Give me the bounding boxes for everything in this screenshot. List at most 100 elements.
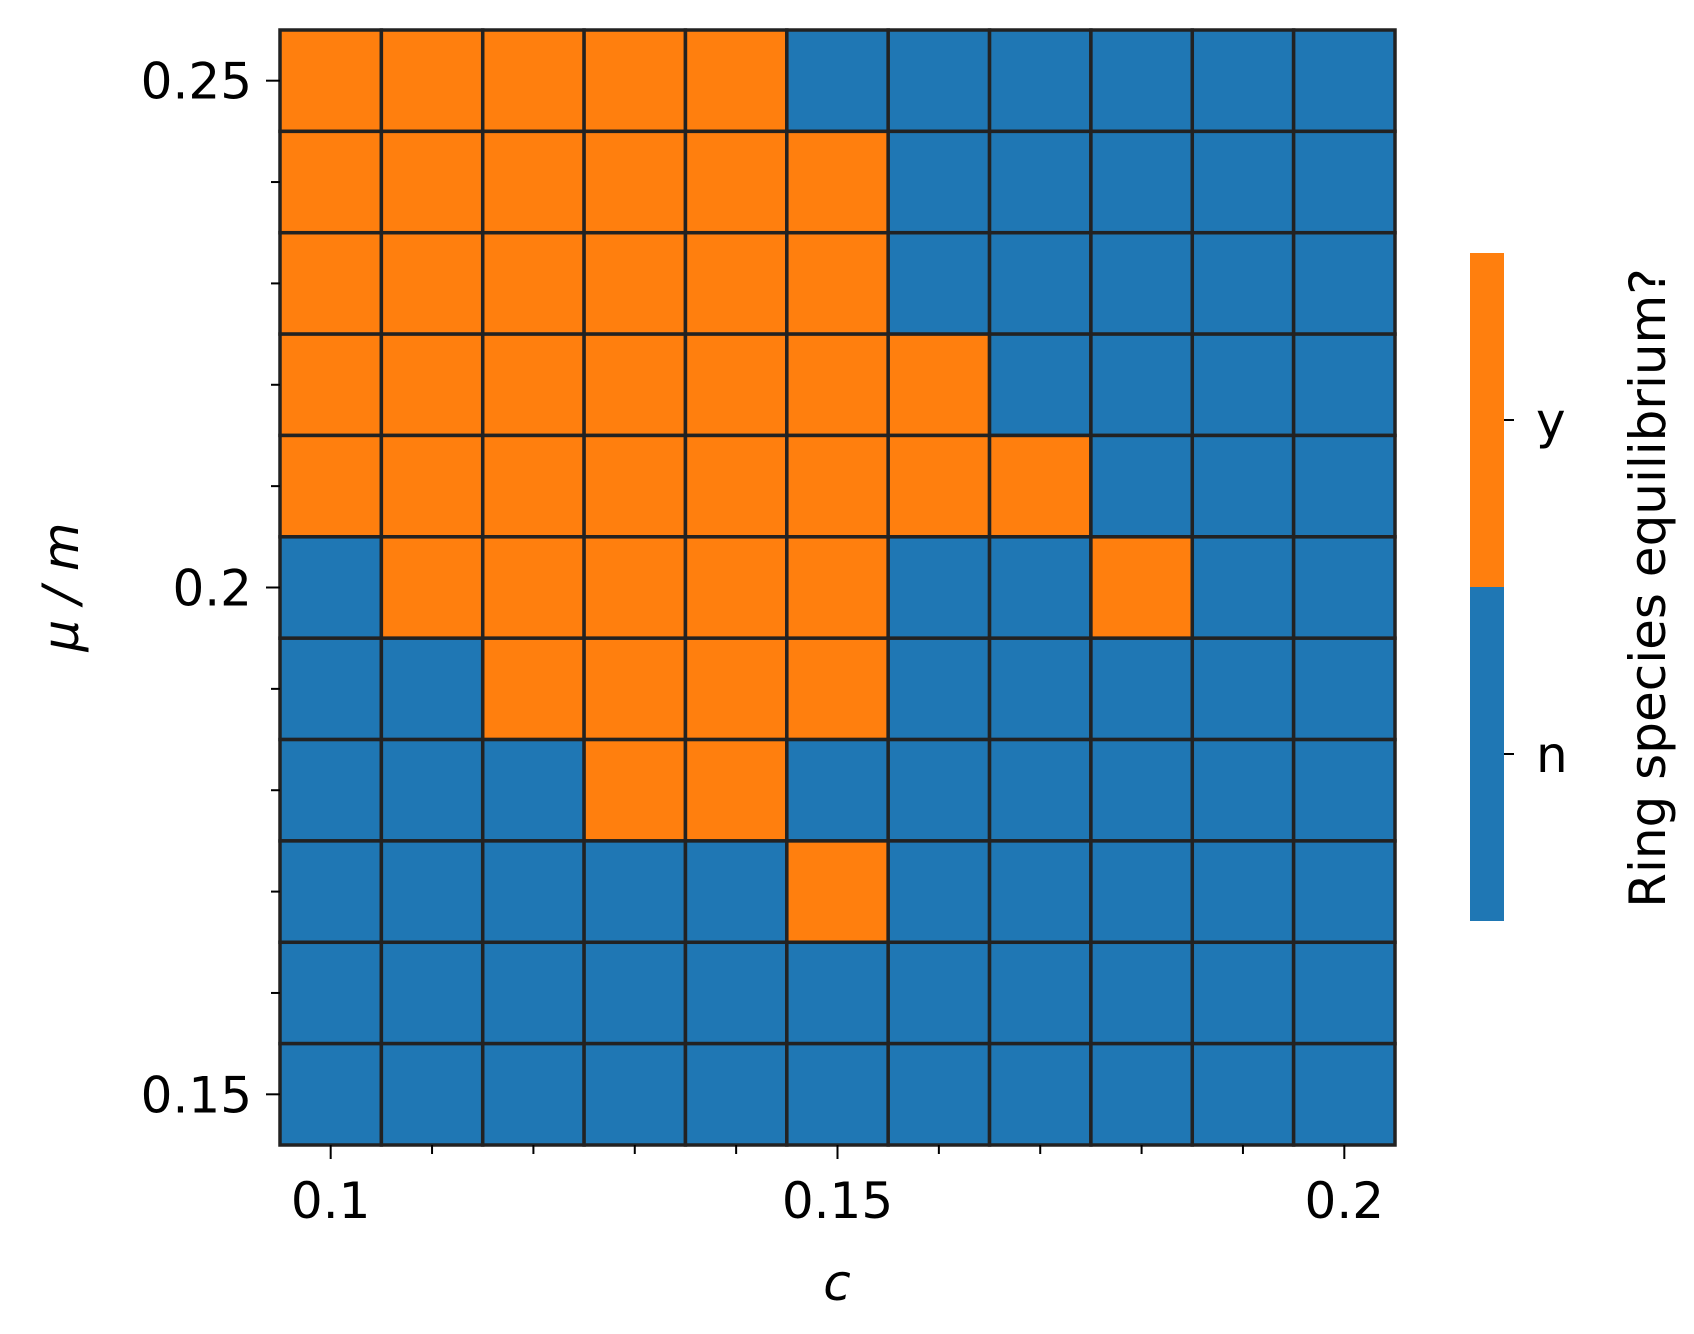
heatmap-cell [278,230,384,336]
y-tick-label: 0.2 [172,560,252,618]
heatmap-cell [987,839,1093,945]
heatmap-cell [278,737,384,843]
heatmap-cell [683,940,789,1046]
heatmap-cell [1190,230,1296,336]
heatmap-cell [785,839,890,945]
y-axis-label: μ / m [32,522,90,652]
heatmap-cell [278,28,384,134]
heatmap-cell [683,737,789,843]
heatmap-cell [1291,737,1397,843]
heatmap-cell [582,332,688,438]
heatmap-cell [683,28,789,134]
heatmap-cell [1089,129,1195,235]
heatmap-cell [886,940,992,1046]
heatmap-cell [379,636,485,742]
colorbar-segment-y [1470,253,1504,587]
heatmap-cell [480,1041,586,1147]
heatmap-cell [278,433,384,539]
heatmap-cell [987,332,1093,438]
heatmap-cell [1190,332,1296,438]
heatmap-cell [278,636,384,742]
heatmap-cell [785,230,890,336]
heatmap-cell [1190,636,1296,742]
heatmap-cell [1089,940,1195,1046]
heatmap-cell [480,129,586,235]
heatmap-cell [1190,940,1296,1046]
heatmap-cell [379,839,485,945]
heatmap-cell [480,940,586,1046]
heatmap-cell [278,129,384,235]
heatmap-cell [480,230,586,336]
heatmap-cell [1190,737,1296,843]
y-tick-label: 0.25 [141,53,252,111]
heatmap-cell [683,332,789,438]
heatmap-cell [785,129,890,235]
colorbar-tick-label: n [1536,726,1568,784]
y-tick-label: 0.15 [141,1066,252,1124]
x-tick-label: 0.2 [1305,1172,1385,1230]
heatmap-cell [886,28,992,134]
heatmap-cell [582,636,688,742]
heatmap-cell [278,839,384,945]
heatmap-cell [480,737,586,843]
heatmap-cell [987,230,1093,336]
heatmap-cell [582,230,688,336]
heatmap-cell [785,28,890,134]
heatmap-cell [886,737,992,843]
heatmap-cell [1291,636,1397,742]
heatmap-cell [987,129,1093,235]
x-tick-label: 0.1 [291,1172,371,1230]
heatmap-cell [1291,332,1397,438]
heatmap-cell [1291,230,1397,336]
heatmap-cell [886,433,992,539]
heatmap-cell [278,535,384,640]
heatmap-cell [1291,1041,1397,1147]
heatmap-cell [1190,535,1296,640]
heatmap-cell [683,636,789,742]
heatmap-cell [886,1041,992,1147]
heatmap-cell [886,129,992,235]
x-axis: 0.1 0.15 0.2 [291,1145,1384,1230]
heatmap-cell [683,129,789,235]
heatmap-cell [379,433,485,539]
heatmap-cell [987,433,1093,539]
heatmap-cell [1089,839,1195,945]
heatmap-cell [1190,129,1296,235]
colorbar-tick-label: y [1536,392,1566,450]
heatmap-cell [785,433,890,539]
heatmap-cell [886,636,992,742]
heatmap-cell [886,230,992,336]
heatmap-cell [785,940,890,1046]
heatmap-cell [379,230,485,336]
y-axis: 0.25 0.2 0.15 [141,53,280,1124]
heatmap-cell [480,636,586,742]
heatmap-cell [1291,839,1397,945]
heatmap-cell [886,535,992,640]
heatmap-cell [1089,433,1195,539]
heatmap-cell [785,636,890,742]
x-tick-label: 0.15 [782,1172,893,1230]
heatmap-cell [987,1041,1093,1147]
heatmap-cell [1291,433,1397,539]
heatmap-cell [785,535,890,640]
heatmap-cell [582,433,688,539]
heatmap-cell [987,737,1093,843]
heatmap-cell [480,535,586,640]
heatmap-cell [785,737,890,843]
heatmap-cell [886,839,992,945]
heatmap-cell [582,129,688,235]
heatmap-cell [582,839,688,945]
colorbar-segment-n [1470,587,1504,921]
heatmap-cell [987,940,1093,1046]
heatmap-cell [1190,28,1296,134]
heatmap-cell [1291,535,1397,640]
heatmap-cell [1089,332,1195,438]
heatmap-cell [480,839,586,945]
heatmap-cell [1089,1041,1195,1147]
heatmap-cell [785,1041,890,1147]
heatmap-cell [1089,28,1195,134]
colorbar: yn [1470,253,1568,921]
heatmap-cell [683,230,789,336]
heatmap-cell [379,129,485,235]
